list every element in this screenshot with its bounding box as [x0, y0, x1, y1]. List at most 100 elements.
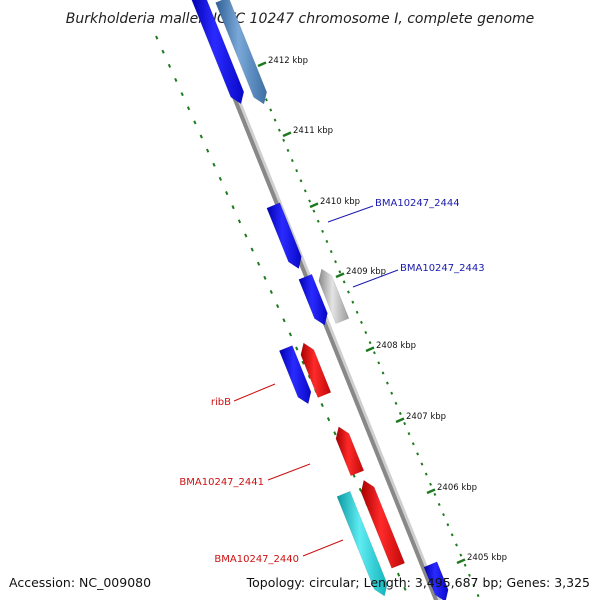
inner-tick: [256, 261, 261, 266]
kbp-label: 2412 kbp: [268, 56, 308, 66]
outer-tick: [459, 553, 463, 557]
kbp-label: 2405 kbp: [467, 553, 507, 563]
inner-tick: [301, 360, 305, 365]
outer-tick: [316, 219, 320, 223]
outer-tick: [347, 290, 350, 294]
outer-tick: [321, 229, 324, 233]
gene-arrow-forward: [191, 0, 245, 105]
gene-label: BMA10247_2441: [179, 477, 264, 488]
gene-arrow-forward: [266, 202, 302, 270]
kbp-label: 2411 kbp: [293, 126, 333, 136]
outer-tick: [450, 533, 454, 537]
inner-tick: [225, 191, 229, 196]
outer-tick: [269, 108, 273, 112]
outer-tick: [364, 330, 368, 335]
outer-tick: [329, 250, 333, 254]
inner-tick: [250, 247, 254, 252]
gene-features: [191, 0, 449, 600]
kbp-label-group: 2412 kbp 2411 kbp 2410 kbp 2409 kbp 2408 kbp…: [268, 56, 507, 563]
major-tick: [456, 558, 466, 565]
inner-tick: [161, 49, 165, 54]
outer-tick: [355, 310, 359, 314]
inner-tick: [244, 233, 248, 238]
inner-tick: [218, 176, 222, 181]
outer-tick: [411, 442, 415, 446]
outer-tick-track: [239, 37, 480, 598]
inner-tick: [237, 219, 242, 224]
outer-tick: [385, 381, 389, 385]
gene-arrow-forward: [336, 490, 388, 597]
outer-tick: [373, 351, 376, 355]
outer-tick: [446, 523, 450, 527]
gene-arrow-reverse: [318, 268, 350, 324]
outer-tick: [416, 452, 420, 456]
outer-tick: [303, 189, 307, 193]
inner-tick: [174, 77, 178, 83]
gene-arrow-reverse: [360, 479, 406, 569]
outer-tick: [429, 482, 432, 486]
outer-tick: [299, 179, 303, 183]
major-tick: [395, 417, 405, 424]
inner-tick: [269, 289, 273, 294]
outer-tick: [442, 513, 445, 517]
gene-label: BMA10247_2443: [400, 263, 485, 274]
outer-tick: [360, 320, 363, 324]
kbp-label: 2409 kbp: [346, 267, 386, 277]
inner-tick: [295, 346, 299, 351]
callout-line: [352, 269, 399, 288]
inner-tick: [193, 120, 197, 125]
gene-arrow-forward: [278, 345, 312, 405]
inner-tick: [206, 148, 210, 153]
inner-tick: [358, 487, 363, 492]
kbp-label: 2406 kbp: [437, 483, 477, 493]
inner-tick: [333, 431, 337, 436]
inner-tick: [288, 332, 293, 337]
inner-tick: [155, 35, 159, 40]
major-tick: [335, 272, 345, 279]
outer-tick: [390, 391, 394, 395]
map-title: Burkholderia mallei NCTC 10247 chromosom…: [66, 11, 535, 27]
kbp-label: 2407 kbp: [406, 412, 446, 422]
gene-callouts: BMA10247_2444 BMA10247_2443 ribB BMA10247_2…: [179, 198, 484, 565]
inner-tick: [403, 586, 407, 591]
inner-tick: [320, 403, 324, 408]
callout-line: [302, 539, 344, 557]
accession-text: Accession: NC_009080: [9, 575, 151, 590]
outer-tick: [398, 411, 402, 415]
outer-tick: [312, 209, 316, 213]
outer-tick: [290, 159, 294, 163]
outer-tick: [308, 199, 312, 203]
inner-tick: [282, 318, 286, 323]
inner-tick: [326, 417, 331, 422]
outer-tick: [368, 341, 372, 345]
outer-tick: [455, 543, 458, 547]
outer-tick: [325, 239, 329, 244]
kbp-label: 2408 kbp: [376, 341, 416, 351]
outer-tick: [334, 260, 337, 264]
outer-tick: [472, 583, 476, 587]
major-tick: [309, 202, 319, 209]
outer-tick: [342, 280, 346, 284]
outer-tick: [273, 118, 277, 122]
inner-tick: [396, 572, 401, 577]
inner-tick: [186, 106, 191, 111]
outer-tick: [265, 98, 268, 102]
outer-tick: [277, 128, 281, 132]
outer-tick: [463, 563, 467, 567]
inner-tick: [180, 92, 184, 97]
major-tick: [426, 488, 436, 495]
outer-tick: [403, 422, 407, 426]
outer-tick: [394, 401, 398, 405]
outer-tick: [381, 371, 385, 375]
inner-tick: [212, 162, 216, 167]
outer-tick: [424, 472, 428, 476]
outer-tick: [407, 432, 411, 436]
outer-tick: [437, 502, 441, 507]
outer-tick: [468, 573, 471, 577]
outer-tick: [338, 270, 342, 274]
callout-line: [233, 383, 276, 402]
gene-arrow-forward: [298, 273, 328, 326]
gene-label: ribB: [211, 397, 231, 408]
outer-tick: [420, 462, 424, 466]
